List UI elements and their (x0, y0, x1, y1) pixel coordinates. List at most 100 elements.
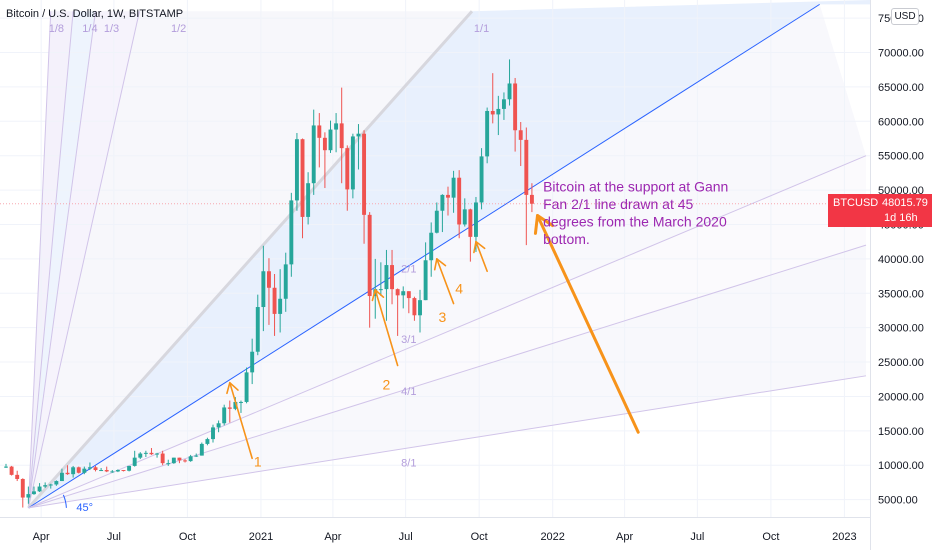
candle (529, 183, 534, 213)
candle-body (306, 183, 311, 217)
y-tick-label: 60000.00 (878, 116, 924, 128)
candle-body (104, 470, 109, 472)
note-text-line: Bitcoin at the support at Gann (543, 178, 728, 194)
candle (32, 486, 36, 495)
candle-body (194, 455, 199, 457)
candle (222, 404, 227, 426)
candle (501, 92, 506, 120)
candle (149, 448, 154, 455)
candle (26, 486, 31, 504)
candle-body (155, 453, 160, 455)
candle-body (211, 427, 215, 440)
note-text-line: bottom. (543, 231, 590, 247)
currency-button[interactable]: USD (891, 8, 919, 25)
x-tick-label: 2021 (249, 531, 273, 543)
candle (216, 420, 221, 433)
candle (143, 450, 148, 457)
candle-body (384, 265, 389, 290)
candle-body (451, 177, 456, 198)
candle-body (289, 200, 294, 265)
arrow-2 (371, 289, 399, 367)
gann-fan-label: 1/2 (171, 23, 186, 35)
arrow-shaft (374, 289, 399, 367)
angle-label: 45° (76, 502, 93, 514)
y-tick-label: 25000.00 (878, 357, 924, 369)
gann-fan-line-8-1 (28, 375, 867, 509)
candle-body (71, 467, 76, 475)
price-label-symbol: BTCUSD (833, 197, 879, 209)
arrow-shaft (228, 381, 253, 460)
candle-body (440, 194, 445, 211)
gann-fan-line-1-1 (27, 10, 474, 509)
candle (239, 400, 243, 413)
candle (518, 121, 523, 167)
candle-body (233, 401, 238, 409)
arrow-shaft (475, 240, 488, 273)
candle (127, 465, 132, 472)
candle (446, 186, 450, 216)
candle (395, 288, 400, 336)
candle-body (474, 202, 478, 237)
candle-body (378, 289, 383, 291)
candle (71, 465, 76, 478)
arrow-1 (226, 381, 253, 460)
y-tick-label: 30000.00 (878, 323, 924, 335)
x-tick-label: Oct (471, 531, 488, 543)
candle (451, 170, 456, 213)
candle-body (222, 407, 227, 424)
candle (194, 453, 199, 457)
candle (99, 467, 104, 472)
candle (322, 132, 327, 189)
candle-body (529, 194, 534, 204)
candle (418, 289, 422, 333)
y-tick-label: 5000.00 (878, 495, 918, 507)
candle (48, 483, 53, 489)
candle-body (199, 443, 204, 456)
arrow-label-1: 1 (254, 454, 262, 470)
candle (211, 424, 215, 443)
candle (401, 286, 406, 309)
y-tick-label: 70000.00 (878, 48, 924, 60)
candle (272, 274, 277, 336)
candle-body (261, 271, 266, 308)
x-tick-label: Jul (107, 531, 121, 543)
candle-body (490, 110, 495, 115)
candle-body (300, 139, 305, 217)
candle-body (418, 300, 422, 316)
candle (462, 198, 467, 227)
gann-fan-label: 8/1 (401, 458, 416, 470)
candle-body (127, 465, 132, 471)
candle-body (188, 456, 193, 462)
candle-body (518, 130, 523, 140)
candle-body (356, 133, 361, 137)
candle-body (149, 452, 154, 455)
candle (367, 212, 372, 328)
candle (115, 469, 120, 473)
candle (155, 452, 160, 458)
candle (104, 466, 109, 473)
arrow-shaft (536, 214, 640, 434)
candle (390, 249, 394, 305)
candle (278, 269, 283, 333)
arrow-label-4: 4 (455, 280, 463, 296)
candle-body (65, 472, 70, 475)
arrow-main (533, 214, 640, 434)
candle (356, 124, 361, 170)
gridlines (0, 0, 870, 517)
candle (227, 400, 232, 423)
candle (429, 222, 434, 277)
price-label-countdown: 1d 16h (884, 212, 918, 224)
gann-fan-line-1-2 (27, 11, 140, 508)
chart-title: Bitcoin / U.S. Dollar, 1W, BITSTAMP (6, 8, 184, 20)
candle-body (350, 136, 355, 190)
candle (350, 133, 355, 199)
candle-body (244, 372, 249, 402)
candle-body (32, 491, 36, 495)
x-tick-label: Jul (690, 531, 704, 543)
candle-body (406, 291, 411, 299)
candle-body (59, 472, 64, 482)
candle-body (434, 210, 439, 233)
candle-body (507, 83, 512, 100)
